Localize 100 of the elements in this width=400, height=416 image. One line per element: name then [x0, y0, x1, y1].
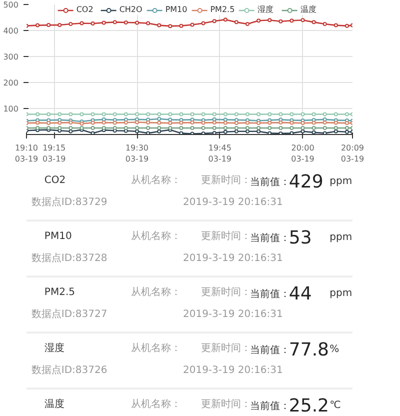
point: [312, 120, 316, 125]
text: 更新时间：: [200, 342, 251, 354]
point: [268, 131, 272, 134]
point: [246, 126, 250, 130]
text: 当前值：: [250, 288, 290, 300]
point: [135, 126, 140, 130]
text: 更新时间：: [200, 174, 251, 186]
point: [112, 20, 117, 24]
point: [90, 21, 95, 26]
point: [80, 21, 84, 26]
point: [212, 19, 216, 24]
point: [157, 126, 162, 130]
point: [212, 126, 216, 130]
text: 2019-3-19 20:16:31: [182, 253, 283, 264]
legend-label: 湿度: [258, 4, 275, 15]
point: [102, 112, 106, 116]
text: 44: [288, 284, 312, 304]
point: [179, 131, 184, 134]
text: 数据点ID:83726: [31, 364, 108, 376]
point: [36, 120, 40, 125]
text: PM10: [44, 231, 72, 242]
point: [58, 112, 62, 116]
legend-label: PM2.5: [210, 5, 235, 14]
point: [223, 112, 228, 116]
point: [234, 129, 238, 134]
y-tick-label: 400: [3, 26, 19, 36]
point: [344, 130, 349, 134]
text: %: [330, 344, 340, 355]
text: 数据点ID:83727: [31, 308, 108, 320]
point: [334, 23, 338, 28]
point: [212, 120, 216, 125]
point: [256, 18, 261, 23]
point: [102, 117, 106, 122]
point: [36, 112, 40, 116]
point: [322, 131, 327, 134]
point: [46, 112, 51, 116]
x-tick-label: 20:09 03-19: [340, 144, 364, 164]
point: [146, 112, 150, 116]
point: [312, 118, 316, 122]
x-tick-label: 20:00 03-19: [291, 144, 314, 164]
point: [157, 120, 162, 125]
legend-label: CH2O: [119, 5, 142, 14]
point: [256, 112, 261, 116]
text: ppm: [330, 176, 352, 187]
legend-label: CO2: [76, 5, 94, 14]
point: [179, 126, 184, 130]
point: [344, 112, 349, 116]
point: [212, 112, 216, 116]
point: [68, 129, 73, 134]
point: [278, 120, 283, 125]
point: [36, 126, 40, 130]
point: [179, 24, 184, 28]
point: [234, 112, 238, 116]
text: ℃: [330, 400, 341, 411]
point: [223, 126, 228, 130]
point: [234, 126, 238, 130]
point: [68, 112, 73, 116]
x-tick-label: 19:15 03-19: [42, 144, 66, 164]
text: 数据点ID:83729: [31, 196, 108, 208]
point: [278, 112, 283, 116]
point: [168, 118, 172, 122]
point: [179, 120, 184, 125]
point: [168, 112, 172, 116]
point: [68, 126, 73, 130]
text: 更新时间：: [200, 398, 251, 410]
point: [46, 23, 51, 28]
text: 2019-3-19 20:16:31: [182, 365, 283, 376]
text: 2019-3-19 20:16:31: [182, 197, 283, 208]
point: [312, 20, 316, 24]
point: [146, 131, 150, 134]
point: [157, 112, 162, 116]
point: [112, 112, 117, 116]
point: [268, 18, 272, 22]
point: [246, 129, 250, 134]
point: [334, 120, 338, 125]
point: [179, 118, 184, 122]
legend-label: 温度: [300, 4, 318, 15]
point: [234, 121, 238, 126]
point: [344, 126, 349, 130]
point: [223, 130, 228, 134]
point: [124, 112, 128, 116]
text: 更新时间：: [200, 230, 251, 242]
text: 2019-3-19 20:16:31: [182, 309, 283, 320]
text: 温度: [44, 398, 64, 410]
text: 当前值：: [250, 400, 290, 412]
point: [268, 126, 272, 130]
point: [135, 120, 140, 124]
point: [90, 112, 95, 116]
point: [334, 112, 338, 116]
point: [124, 120, 128, 125]
point: [223, 118, 228, 122]
point: [334, 126, 338, 130]
point: [157, 116, 162, 121]
point: [201, 21, 206, 26]
point: [102, 120, 106, 125]
point: [80, 112, 84, 116]
point: [124, 126, 128, 130]
text: 429: [288, 172, 324, 192]
point: [201, 120, 206, 125]
point: [112, 118, 117, 122]
